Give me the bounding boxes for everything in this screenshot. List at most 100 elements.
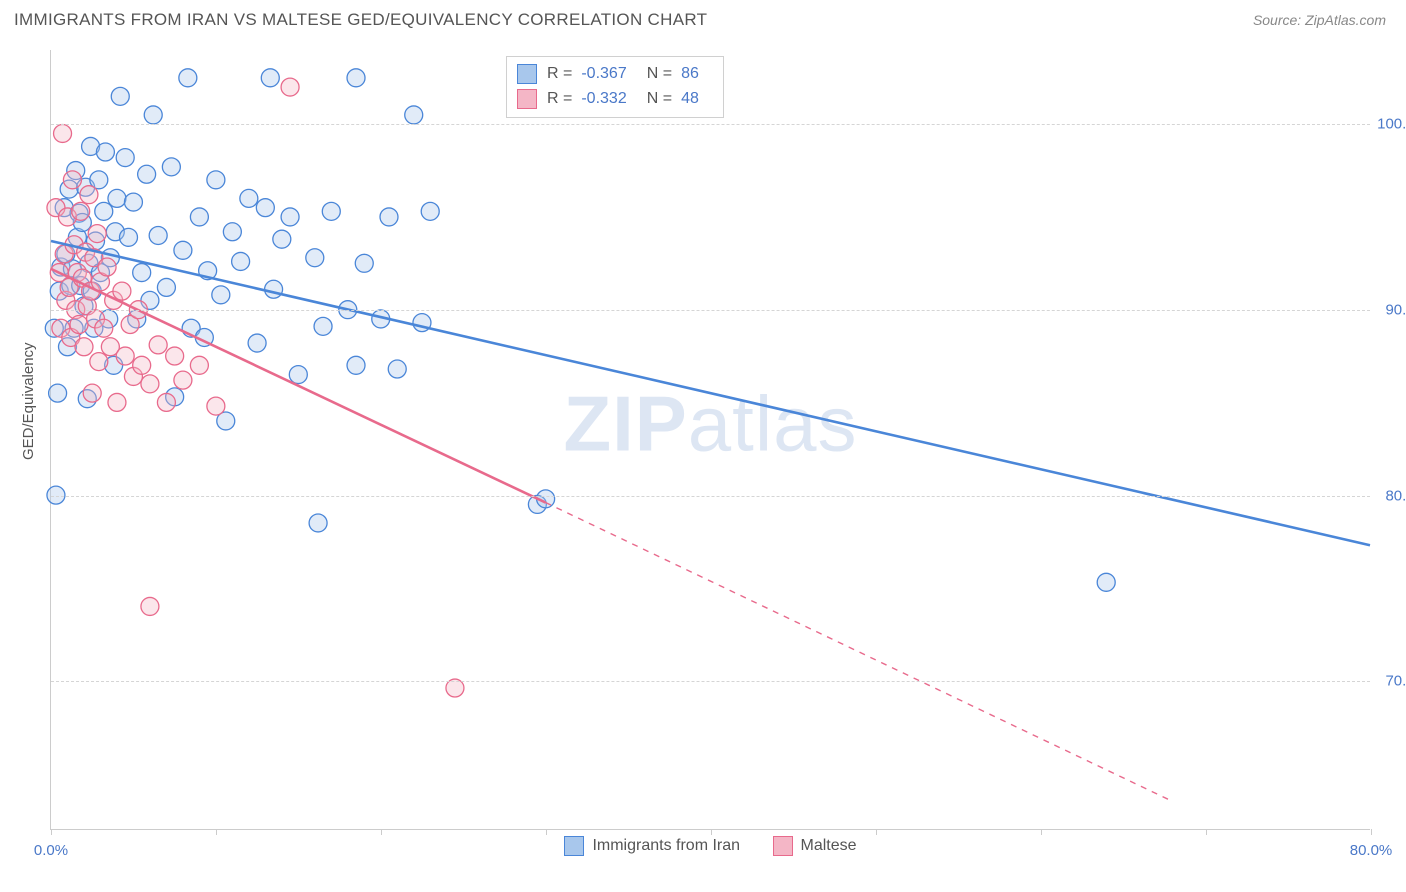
n-value-2: 48	[681, 87, 699, 112]
scatter-point	[157, 278, 175, 296]
r-value-1: -0.367	[581, 62, 626, 87]
y-tick-label: 70.0%	[1385, 673, 1406, 690]
scatter-point	[98, 258, 116, 276]
scatter-point	[256, 199, 274, 217]
scatter-point	[421, 202, 439, 220]
chart-svg	[51, 50, 1370, 829]
scatter-point	[149, 336, 167, 354]
x-tick	[51, 829, 52, 835]
scatter-point	[261, 69, 279, 87]
scatter-point	[157, 393, 175, 411]
scatter-point	[248, 334, 266, 352]
scatter-point	[144, 106, 162, 124]
plot-area: ZIPatlas R = -0.367 N = 86 R = -0.332 N …	[50, 50, 1370, 830]
scatter-point	[347, 356, 365, 374]
regression-line	[51, 269, 546, 503]
x-tick	[1206, 829, 1207, 835]
x-tick	[711, 829, 712, 835]
scatter-point	[309, 514, 327, 532]
n-label: N =	[647, 62, 672, 87]
scatter-point	[90, 353, 108, 371]
legend-label-2: Maltese	[801, 837, 857, 855]
scatter-point	[289, 366, 307, 384]
x-tick	[1371, 829, 1372, 835]
scatter-point	[80, 186, 98, 204]
scatter-point	[347, 69, 365, 87]
scatter-point	[207, 171, 225, 189]
scatter-point	[83, 384, 101, 402]
scatter-point	[190, 208, 208, 226]
y-tick-label: 90.0%	[1385, 302, 1406, 319]
scatter-point	[380, 208, 398, 226]
scatter-point	[133, 264, 151, 282]
scatter-point	[388, 360, 406, 378]
r-value-2: -0.332	[581, 87, 626, 112]
scatter-point	[240, 189, 258, 207]
x-tick	[1041, 829, 1042, 835]
swatch-series-1	[517, 64, 537, 84]
scatter-point	[355, 254, 373, 272]
x-tick	[876, 829, 877, 835]
scatter-point	[265, 280, 283, 298]
regression-line	[51, 241, 1370, 545]
scatter-point	[232, 252, 250, 270]
legend-row-series-2: R = -0.332 N = 48	[517, 87, 709, 112]
scatter-point	[314, 317, 332, 335]
gridline	[51, 124, 1370, 125]
scatter-point	[281, 78, 299, 96]
scatter-point	[133, 356, 151, 374]
chart-title: IMMIGRANTS FROM IRAN VS MALTESE GED/EQUI…	[14, 10, 707, 30]
scatter-point	[166, 347, 184, 365]
scatter-point	[141, 597, 159, 615]
scatter-point	[405, 106, 423, 124]
correlation-legend: R = -0.367 N = 86 R = -0.332 N = 48	[506, 56, 724, 118]
scatter-point	[75, 338, 93, 356]
scatter-point	[49, 384, 67, 402]
scatter-point	[113, 282, 131, 300]
scatter-point	[95, 319, 113, 337]
scatter-point	[141, 375, 159, 393]
scatter-point	[322, 202, 340, 220]
swatch-bottom-2	[773, 836, 793, 856]
y-tick-label: 80.0%	[1385, 487, 1406, 504]
scatter-point	[63, 171, 81, 189]
scatter-point	[207, 397, 225, 415]
scatter-point	[1097, 573, 1115, 591]
legend-item-2: Maltese	[773, 836, 857, 856]
scatter-point	[212, 286, 230, 304]
r-label: R =	[547, 62, 572, 87]
scatter-point	[223, 223, 241, 241]
n-value-1: 86	[681, 62, 699, 87]
x-tick-label: 0.0%	[34, 842, 68, 859]
chart-header: IMMIGRANTS FROM IRAN VS MALTESE GED/EQUI…	[0, 0, 1406, 38]
series-legend: Immigrants from Iran Maltese	[51, 836, 1370, 861]
y-tick-label: 100.0%	[1377, 116, 1406, 133]
scatter-point	[190, 356, 208, 374]
scatter-point	[116, 347, 134, 365]
scatter-point	[119, 228, 137, 246]
scatter-point	[174, 241, 192, 259]
y-axis-label: GED/Equivalency	[20, 342, 37, 460]
scatter-point	[88, 225, 106, 243]
scatter-point	[70, 316, 88, 334]
x-tick	[381, 829, 382, 835]
scatter-point	[281, 208, 299, 226]
gridline	[51, 681, 1370, 682]
source-name: ZipAtlas.com	[1305, 12, 1386, 28]
x-tick	[216, 829, 217, 835]
legend-label-1: Immigrants from Iran	[592, 837, 740, 855]
regression-line-extrapolated	[546, 503, 1173, 802]
x-tick	[546, 829, 547, 835]
scatter-point	[108, 189, 126, 207]
scatter-point	[111, 87, 129, 105]
source-attribution: Source: ZipAtlas.com	[1253, 12, 1386, 28]
swatch-series-2	[517, 89, 537, 109]
scatter-point	[162, 158, 180, 176]
scatter-point	[174, 371, 192, 389]
scatter-point	[179, 69, 197, 87]
scatter-point	[96, 143, 114, 161]
scatter-point	[72, 202, 90, 220]
scatter-point	[138, 165, 156, 183]
scatter-point	[108, 393, 126, 411]
scatter-point	[54, 124, 72, 142]
